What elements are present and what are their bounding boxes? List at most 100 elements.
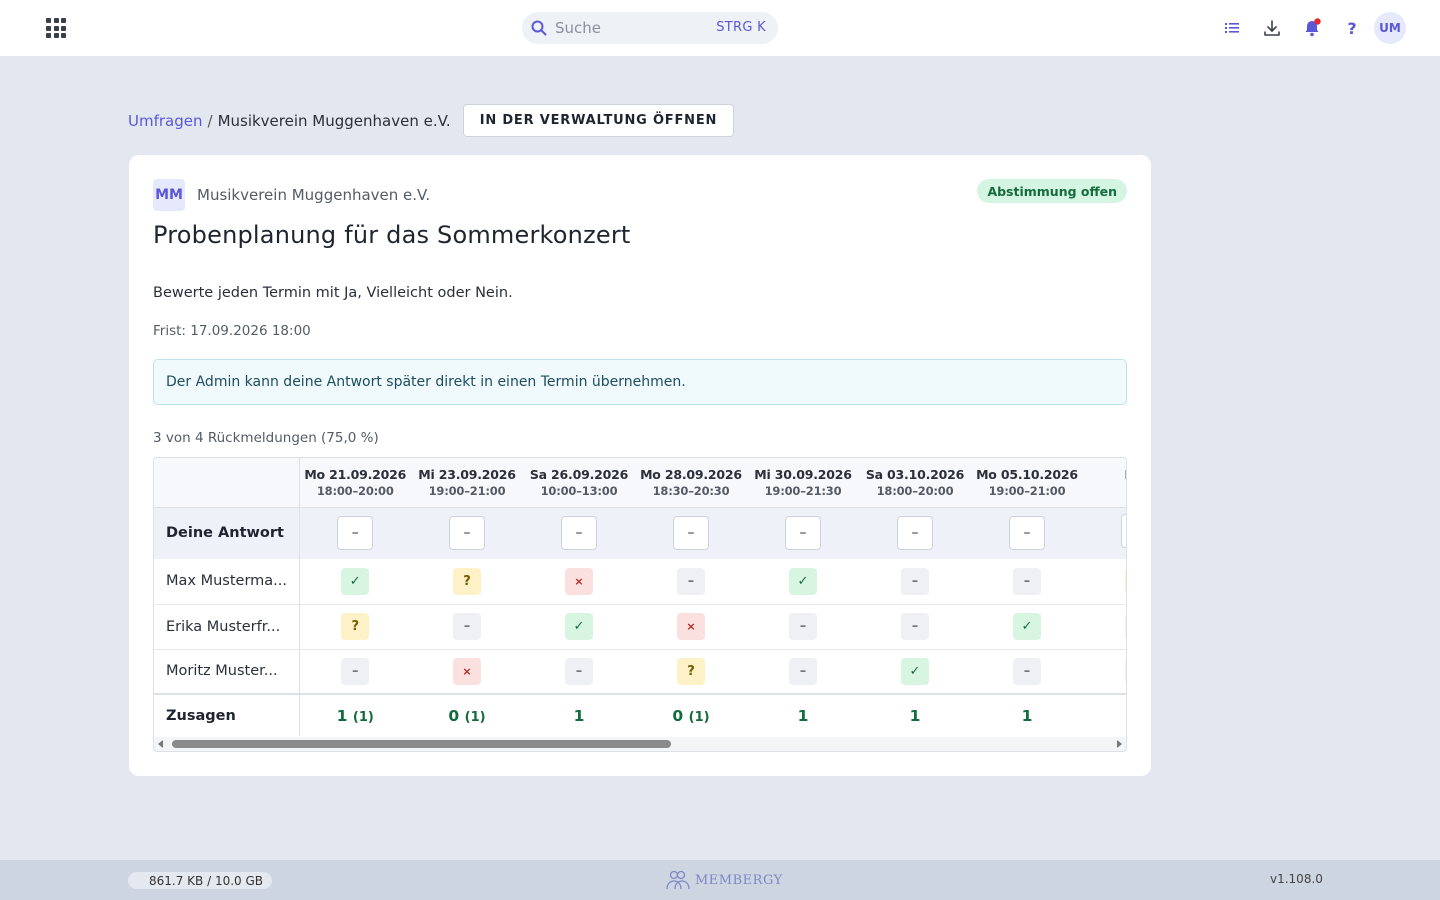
- answer-yes-icon: ✓: [789, 567, 817, 595]
- poll-table-scroll-area[interactable]: Mo 21.09.2026 18:00–20:00 Mi 23.09.2026 19:…: [154, 458, 1126, 737]
- search-input[interactable]: Suche STRG K: [522, 12, 778, 44]
- org-header: MM Musikverein Muggenhaven e.V.: [153, 179, 430, 211]
- answer-none-icon: –: [1125, 613, 1126, 640]
- participant-name: Moritz Muster...: [154, 649, 300, 694]
- answer-cell: –: [747, 604, 859, 649]
- date-column-header: Mi 0 18:3: [1083, 458, 1127, 507]
- answer-no-icon: ×: [453, 657, 481, 685]
- answer-cell: –: [411, 604, 523, 649]
- answer-yes-icon: ✓: [901, 657, 929, 685]
- date-column-header: Mi 30.09.2026 19:00–21:30: [747, 458, 859, 507]
- answer-none-icon: –: [1013, 567, 1041, 595]
- sum-cell: 0 (1): [411, 694, 523, 736]
- participant-name: Erika Musterfr...: [154, 604, 300, 649]
- time-label: 18:3: [1083, 484, 1126, 498]
- answer-none-icon: –: [1125, 657, 1126, 685]
- date-column-header: Mi 23.09.2026 19:00–21:00: [411, 458, 523, 507]
- date-label: Mi 30.09.2026: [754, 466, 852, 482]
- search-placeholder: Suche: [555, 19, 602, 37]
- answer-cell: –: [747, 649, 859, 694]
- my-answer-cell: –: [635, 507, 747, 559]
- answer-yes-icon: ✓: [341, 567, 370, 595]
- horizontal-scrollbar[interactable]: [154, 737, 1126, 751]
- table-row: Max Musterma... ✓? × – ✓ – –?: [154, 559, 1126, 604]
- date-column-header: Sa 03.10.2026 18:00–20:00: [859, 458, 971, 507]
- answer-picker-button[interactable]: –: [673, 516, 709, 551]
- answer-none-icon: –: [677, 567, 705, 595]
- sum-cell: 1: [859, 694, 971, 736]
- sum-maybe-value: (1): [352, 709, 374, 725]
- answer-cell: ✓: [523, 604, 635, 649]
- scroll-left-icon[interactable]: [158, 740, 163, 748]
- answer-cell: ×: [411, 649, 523, 694]
- poll-table: Mo 21.09.2026 18:00–20:00 Mi 23.09.2026 19:…: [153, 457, 1127, 752]
- page-title: Probenplanung für das Sommerkonzert: [153, 221, 631, 249]
- answer-yes-icon: ✓: [565, 613, 593, 640]
- open-in-admin-button[interactable]: IN DER VERWALTUNG ÖFFNEN: [462, 104, 735, 137]
- answer-cell: –: [1083, 604, 1126, 649]
- answer-picker-button[interactable]: –: [561, 516, 597, 551]
- my-answer-cell: [1083, 507, 1126, 559]
- help-icon[interactable]: ?: [1342, 18, 1362, 38]
- app-version: v1.108.0: [1270, 872, 1323, 886]
- list-icon[interactable]: [1222, 18, 1242, 38]
- answer-picker-button[interactable]: –: [785, 516, 821, 551]
- scroll-right-icon[interactable]: [1117, 740, 1122, 748]
- time-label: 18:00–20:00: [316, 483, 394, 498]
- answer-picker-button[interactable]: –: [449, 516, 485, 551]
- storage-usage: 861.7 KB / 10.0 GB: [128, 872, 272, 889]
- scrollbar-thumb[interactable]: [172, 740, 671, 748]
- answer-cell: ✓: [971, 604, 1083, 649]
- breadcrumb-current: Musikverein Muggenhaven e.V.: [217, 111, 451, 130]
- membergy-logo-icon: [666, 870, 690, 890]
- answer-picker-button[interactable]: –: [1009, 516, 1045, 551]
- date-label: Mo 05.10.2026: [976, 466, 1078, 482]
- participant-name: Max Musterma...: [154, 559, 300, 604]
- answer-none-icon: –: [901, 567, 929, 595]
- answer-picker-button[interactable]: [1121, 514, 1126, 549]
- search-shortcut: STRG K: [716, 20, 766, 35]
- answer-cell: ?: [635, 649, 747, 694]
- sum-maybe-value: (1): [464, 709, 486, 725]
- sum-maybe-value: (1): [688, 709, 710, 725]
- bell-icon[interactable]: [1302, 18, 1322, 38]
- answer-picker-button[interactable]: –: [337, 516, 374, 551]
- answer-cell: ✓: [747, 559, 859, 604]
- answer-none-icon: –: [565, 657, 593, 685]
- time-label: 19:00–21:00: [988, 483, 1066, 498]
- date-column-header: Mo 28.09.2026 18:30–20:30: [635, 458, 747, 507]
- answer-cell: –: [971, 559, 1083, 604]
- apps-grid-icon[interactable]: [46, 18, 66, 38]
- my-answer-cell: –: [411, 507, 523, 559]
- sum-cell: 1: [523, 694, 635, 736]
- avatar[interactable]: UM: [1374, 12, 1406, 44]
- my-answer-cell: –: [859, 507, 971, 559]
- table-row: Moritz Muster... – × –? – ✓ – –: [154, 649, 1126, 694]
- answer-cell: ✓: [859, 649, 971, 694]
- my-answer-label: Deine Antwort: [154, 507, 300, 559]
- my-answer-cell: –: [747, 507, 859, 559]
- download-icon[interactable]: [1262, 18, 1282, 38]
- answer-picker-button[interactable]: –: [897, 516, 933, 551]
- sum-cell: 1: [971, 694, 1083, 736]
- sum-value: 0: [672, 706, 684, 725]
- sum-cell: 0 (1): [635, 694, 747, 736]
- answer-no-icon: ×: [565, 567, 593, 595]
- date-column-header: Sa 26.09.2026 10:00–13:00: [523, 458, 635, 507]
- breadcrumb-root-link[interactable]: Umfragen: [128, 111, 203, 130]
- my-answer-cell: –: [523, 507, 635, 559]
- answer-maybe-icon: ?: [453, 567, 481, 595]
- brand-name: MEMBERGY: [695, 872, 783, 888]
- answer-cell: ✓: [299, 559, 411, 604]
- my-answer-cell: –: [299, 507, 411, 559]
- search-icon: [531, 20, 547, 36]
- answer-cell: –: [859, 559, 971, 604]
- sum-value: 0: [448, 706, 460, 725]
- answer-cell: –: [859, 604, 971, 649]
- footer: 861.7 KB / 10.0 GB MEMBERGY v1.108.0: [0, 860, 1440, 900]
- my-answer-row: Deine Antwort – – – – – – –: [154, 507, 1126, 559]
- sum-value: 1: [573, 706, 585, 725]
- answer-none-icon: –: [901, 613, 929, 640]
- answer-cell: –: [1083, 649, 1126, 694]
